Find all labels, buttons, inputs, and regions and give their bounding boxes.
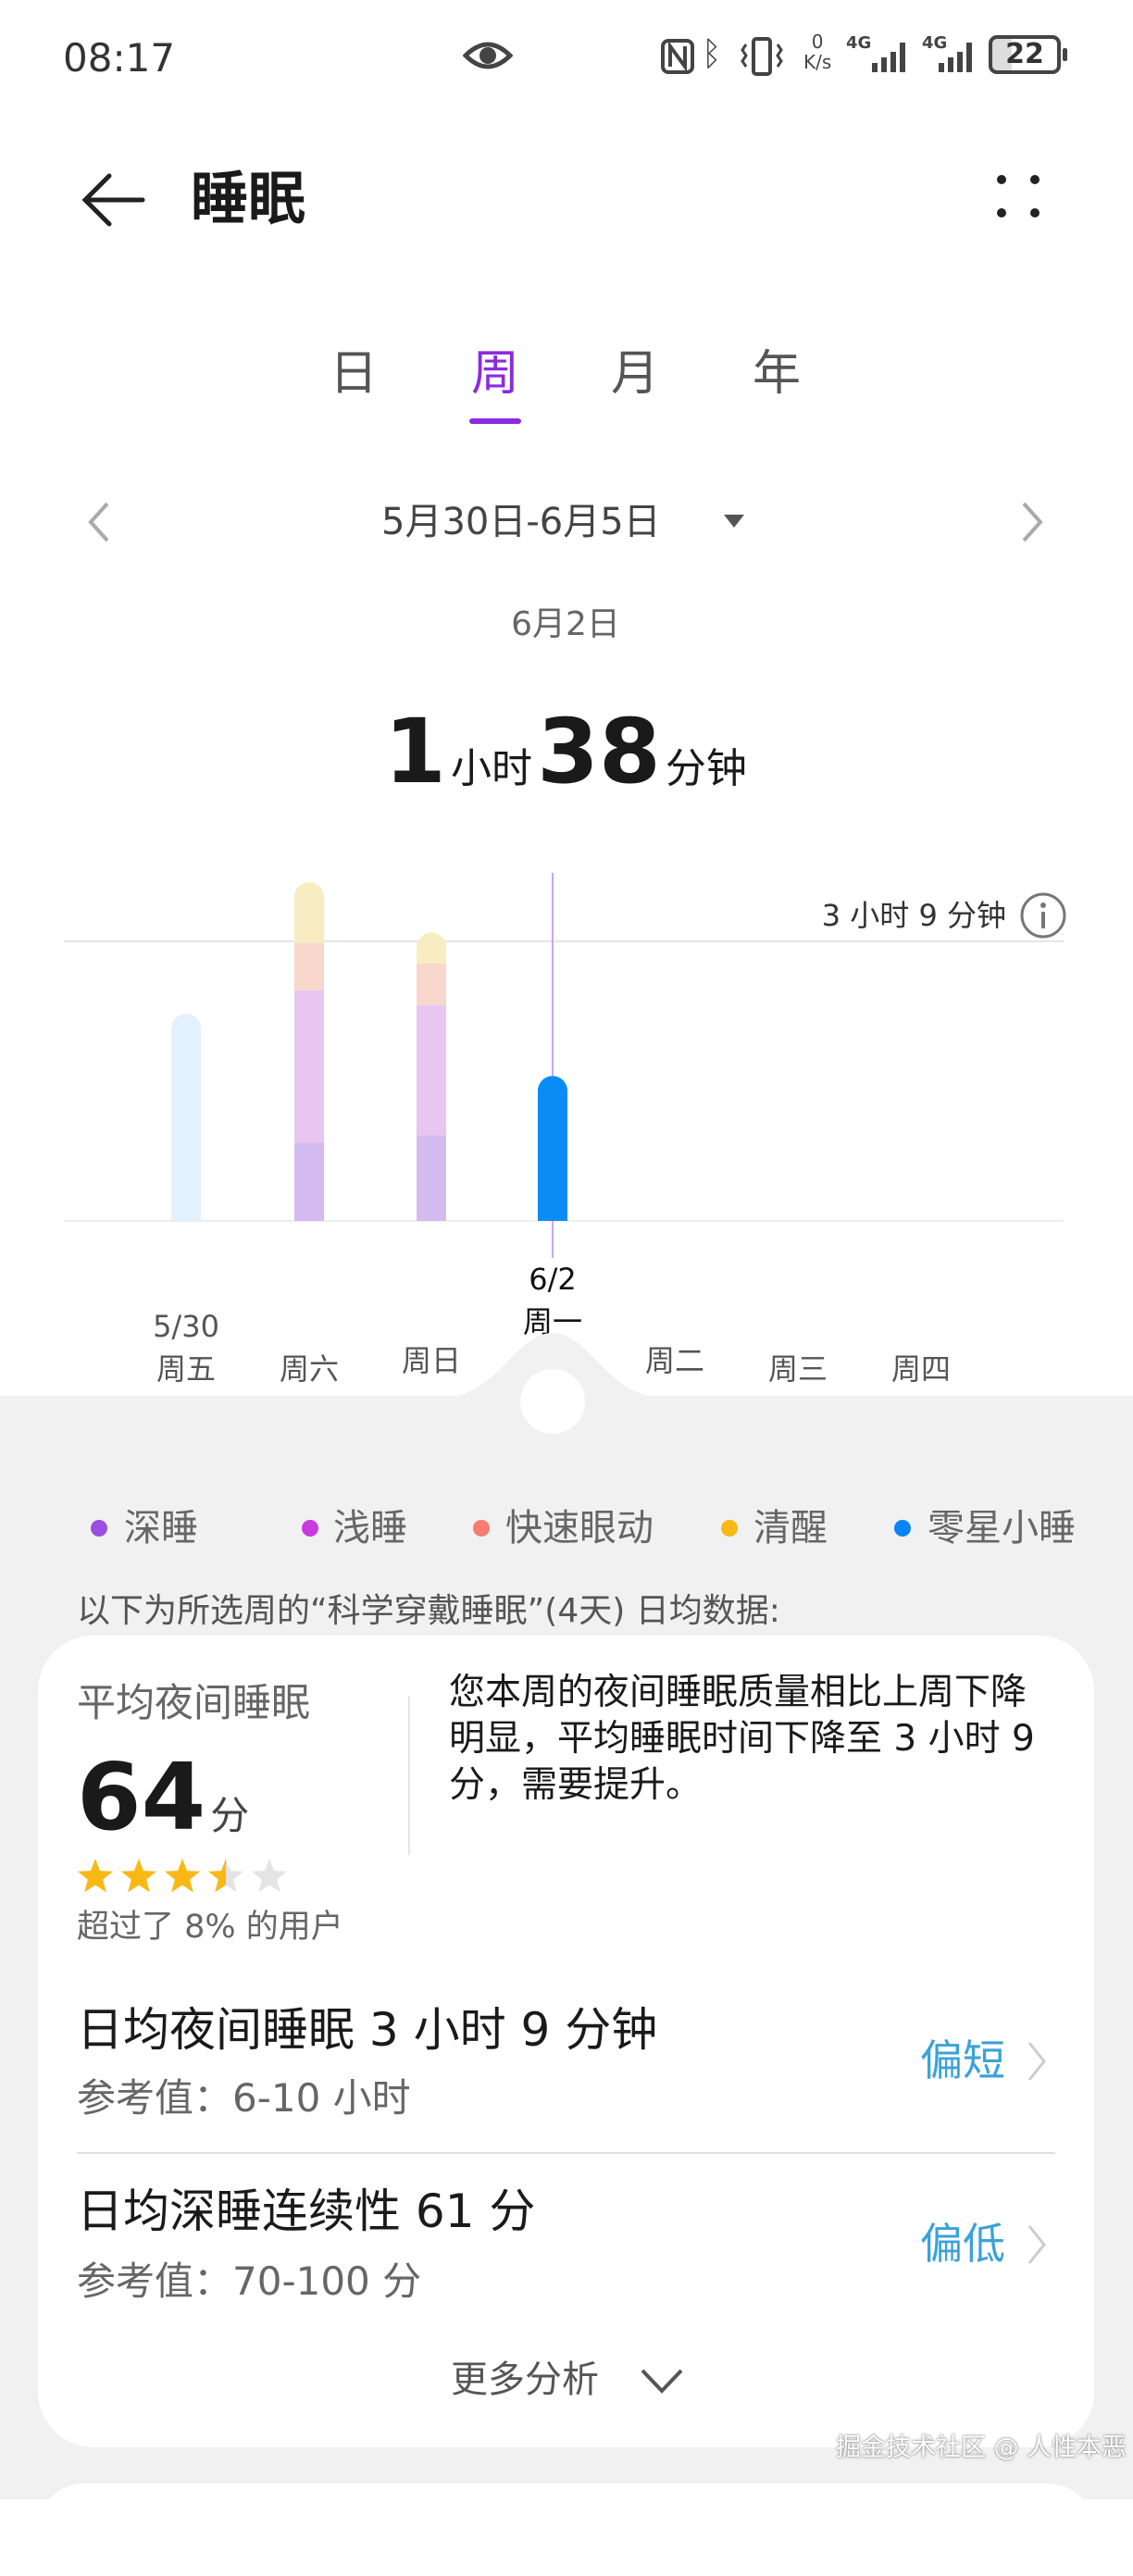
signal-icon <box>872 43 905 72</box>
score-unit: 分 <box>210 1793 250 1838</box>
watermark: 掘金技术社区 @ 人性本恶 <box>836 2433 1127 2462</box>
score-value: 64 <box>77 1743 206 1851</box>
chevron-right-icon[interactable] <box>1026 2223 1048 2266</box>
metric-level: 偏低 <box>920 2219 1005 2269</box>
next-card <box>38 2483 1094 2576</box>
summary-card <box>38 1636 1094 2447</box>
minutes-value: 38 <box>537 700 661 803</box>
tab-day[interactable]: 日 <box>329 346 379 402</box>
advice-text: 您本周的夜间睡眠质量相比上周下降明显，平均睡眠时间下降至 3 小时 9 分，需要… <box>449 1672 1035 1806</box>
x-label[interactable]: 周二 <box>644 1343 705 1378</box>
vibrate-icon <box>741 37 783 76</box>
net-type-1: 4G <box>846 33 872 53</box>
bluetooth-icon: ᛒ <box>702 35 722 73</box>
vertical-divider <box>408 1696 410 1855</box>
metric-reference: 参考值：70-100 分 <box>77 2259 422 2304</box>
legend-light: 浅睡 <box>333 1507 407 1549</box>
star-rating <box>78 1859 287 1893</box>
legend-rem: 快速眼动 <box>505 1507 654 1549</box>
selector-bump <box>442 1333 664 1398</box>
score: 64 分 <box>77 1751 249 1871</box>
status-time: 08:17 <box>63 35 176 81</box>
legend-dot-light <box>302 1520 318 1537</box>
bar-segment-快速眼动 <box>294 942 324 990</box>
more-dots-icon[interactable] <box>990 168 1046 224</box>
page-title: 睡眠 <box>191 165 306 232</box>
row-divider <box>77 2152 1055 2154</box>
score-label: 平均夜间睡眠 <box>77 1680 311 1725</box>
star-icon <box>78 1859 113 1893</box>
legend-awake: 清醒 <box>753 1507 828 1549</box>
legend-deep: 深睡 <box>124 1507 198 1549</box>
bar-segment-零星小睡 <box>171 1014 201 1221</box>
bar-segment-深睡 <box>417 1135 446 1221</box>
chevron-left-icon[interactable] <box>85 500 113 544</box>
chevron-right-icon[interactable] <box>1026 2040 1048 2083</box>
selector-handle[interactable] <box>520 1369 585 1434</box>
x-label[interactable]: 周四 <box>890 1351 952 1387</box>
star-icon <box>208 1859 243 1893</box>
section-note: 以下为所选周的“科学穿戴睡眠”(4天) 日均数据: <box>77 1592 780 1630</box>
tab-year[interactable]: 年 <box>752 346 802 402</box>
selected-date: 6月2日 <box>511 605 620 643</box>
hours-unit: 小时 <box>451 745 533 792</box>
date-range[interactable]: 5月30日-6月5日 <box>381 501 661 543</box>
star-icon <box>252 1859 287 1893</box>
percentile: 超过了 8% 的用户 <box>77 1909 343 1946</box>
star-icon <box>121 1859 156 1893</box>
bar-segment-零星小睡 <box>538 1076 567 1221</box>
hours-value: 1 <box>384 700 446 803</box>
battery-tip <box>1063 48 1067 61</box>
x-label[interactable]: 周五 <box>156 1351 217 1387</box>
reference-line-label: 3 小时 9 分钟 <box>821 898 1006 933</box>
net-type-2: 4G <box>922 33 948 53</box>
arrow-left-icon[interactable] <box>80 172 146 228</box>
bar-segment-浅睡 <box>294 989 324 1143</box>
x-label[interactable]: 周六 <box>279 1351 340 1387</box>
x-label[interactable]: 周三 <box>767 1351 828 1387</box>
tab-underline <box>469 418 521 424</box>
star-icon <box>165 1859 200 1893</box>
legend-dot-nap <box>894 1520 911 1537</box>
eye-icon <box>463 42 513 69</box>
more-analysis-button[interactable]: 更多分析 <box>451 2358 599 2401</box>
metric-reference: 参考值：6-10 小时 <box>77 2075 411 2121</box>
nfc-icon <box>661 39 694 74</box>
sleep-duration: 1 小时 38 分钟 <box>384 705 747 824</box>
legend-dot-rem <box>473 1520 490 1537</box>
x-label[interactable]: 周一 <box>522 1304 583 1339</box>
tab-week[interactable]: 周 <box>470 346 520 402</box>
net-speed: 0 K/s <box>803 31 832 73</box>
bar-segment-清醒 <box>294 882 324 943</box>
legend-nap: 零星小睡 <box>928 1507 1076 1549</box>
metric-title: 日均夜间睡眠 3 小时 9 分钟 <box>77 2003 658 2057</box>
bar-segment-快速眼动 <box>417 963 446 1005</box>
tab-month[interactable]: 月 <box>610 346 660 402</box>
bar-segment-深睡 <box>294 1142 324 1221</box>
chevron-right-icon[interactable] <box>1018 500 1046 544</box>
signal-icon-2 <box>939 43 972 72</box>
x-label[interactable]: 周日 <box>401 1343 462 1378</box>
legend-dot-deep <box>91 1520 107 1537</box>
metric-title: 日均深睡连续性 61 分 <box>77 2184 536 2238</box>
legend-dot-awake <box>721 1520 738 1537</box>
minutes-unit: 分钟 <box>665 745 747 792</box>
battery-icon: 22 <box>989 35 1061 74</box>
chevron-down-icon[interactable] <box>639 2367 685 2395</box>
x-date-label: 6/2 <box>529 1262 577 1297</box>
bar-segment-浅睡 <box>417 1004 446 1136</box>
bar-segment-清醒 <box>417 932 446 964</box>
x-date-label: 5/30 <box>153 1309 219 1344</box>
metric-level: 偏短 <box>920 2035 1005 2085</box>
info-icon[interactable] <box>1019 891 1067 940</box>
sleep-chart <box>64 873 1064 1258</box>
caret-down-icon[interactable] <box>722 513 746 529</box>
